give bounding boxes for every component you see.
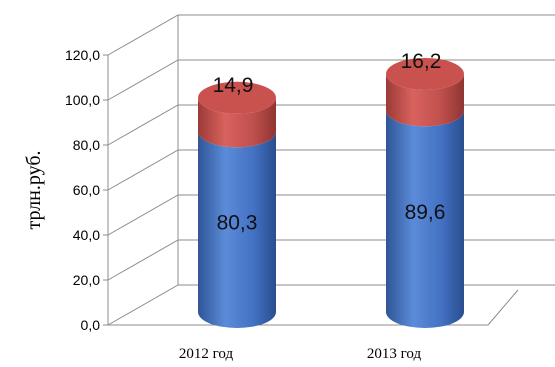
- y-tick-label: 80,0: [73, 137, 100, 153]
- bar-0-top-cap: [198, 81, 276, 114]
- gridline: [107, 14, 555, 56]
- bar-1-series-0: [386, 110, 464, 329]
- y-tick-label: 40,0: [73, 227, 100, 243]
- data-label: 16,2: [401, 50, 442, 73]
- y-tick-label: 0,0: [81, 317, 101, 333]
- y-tick-label: 100,0: [65, 92, 100, 108]
- gridline: [107, 104, 555, 146]
- y-axis-ticks: 0,0 20,0 40,0 60,0 80,0 100,0 120,0: [65, 47, 100, 333]
- y-tick-label: 120,0: [65, 47, 100, 63]
- bar-1-series-1: [386, 73, 464, 127]
- bar-0-series-0: [198, 131, 276, 328]
- gridline: [107, 59, 555, 101]
- bar-1-top-cap: [386, 57, 464, 90]
- x-category-label: 2012 год: [179, 346, 234, 362]
- x-category-label: 2013 год: [367, 346, 422, 362]
- x-axis-categories: 2012 год 2013 год: [179, 346, 422, 362]
- y-tick-label: 20,0: [73, 272, 100, 288]
- gridline: [107, 194, 555, 236]
- gridline: [107, 239, 555, 281]
- y-tick-label: 60,0: [73, 182, 100, 198]
- data-label: 14,9: [213, 74, 254, 97]
- gridlines: [103, 14, 555, 326]
- gridline: [107, 284, 555, 326]
- y-axis-title: трлн.руб.: [23, 150, 45, 229]
- gridline: [107, 149, 555, 191]
- data-label: 80,3: [217, 212, 258, 235]
- data-labels: 80,3 14,9 89,6 16,2: [213, 50, 446, 235]
- bars: [198, 57, 464, 329]
- data-label: 89,6: [405, 201, 446, 224]
- bar-0-series-1: [198, 97, 276, 148]
- floor-edge: [487, 289, 519, 326]
